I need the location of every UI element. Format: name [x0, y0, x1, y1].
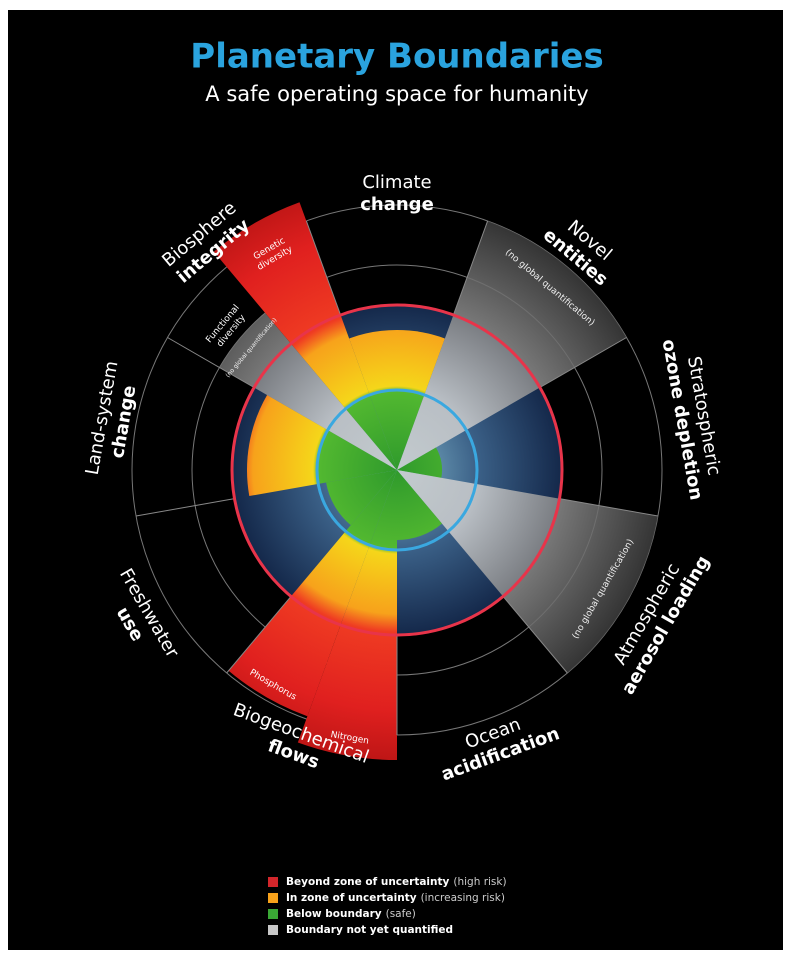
boundary-ring: [230, 303, 564, 637]
sector-divider: [502, 596, 568, 674]
legend-text: (high risk): [453, 876, 506, 888]
legend-strong: Boundary not yet quantified: [286, 924, 453, 936]
legend-swatch: [268, 909, 278, 919]
legend-strong: In zone of uncertainty: [286, 892, 417, 904]
legend-strong: Beyond zone of uncertainty: [286, 876, 450, 888]
boundary-wedge: [326, 470, 397, 526]
sector-divider: [559, 498, 659, 517]
sector-divider: [539, 337, 627, 388]
boundary-wedge: [349, 330, 445, 470]
legend-text: (safe): [386, 908, 416, 920]
legend-label: Boundary not yet quantified: [286, 924, 453, 936]
legend-label: Beyond zone of uncertainty (high risk): [286, 876, 507, 888]
boundary-label-strong: change: [360, 194, 434, 215]
boundary-wedge: [397, 447, 442, 478]
boundary-wedge: [397, 220, 627, 470]
title: Planetary Boundaries: [190, 37, 603, 77]
boundary-wedge: [297, 470, 397, 760]
boundary-wedge: [219, 312, 397, 470]
sector-divider: [305, 220, 342, 316]
sector-divider: [135, 498, 235, 517]
boundary-wedge: [228, 470, 397, 717]
legend-swatch: [268, 877, 278, 887]
boundary-label-line: Climate: [362, 172, 431, 193]
sector-divider: [167, 337, 255, 388]
safe-ring: [315, 388, 479, 552]
legend-label: Below boundary (safe): [286, 908, 416, 920]
legend-swatch: [268, 925, 278, 935]
legend-text: (increasing risk): [421, 892, 505, 904]
legend-strong: Below boundary: [286, 908, 382, 920]
legend-swatch: [268, 893, 278, 903]
legend-label: In zone of uncertainty (increasing risk): [286, 892, 505, 904]
sector-divider: [452, 220, 489, 316]
subtitle: A safe operating space for humanity: [205, 82, 588, 106]
boundary-wedge: [397, 470, 442, 540]
sector-divider: [226, 596, 292, 674]
